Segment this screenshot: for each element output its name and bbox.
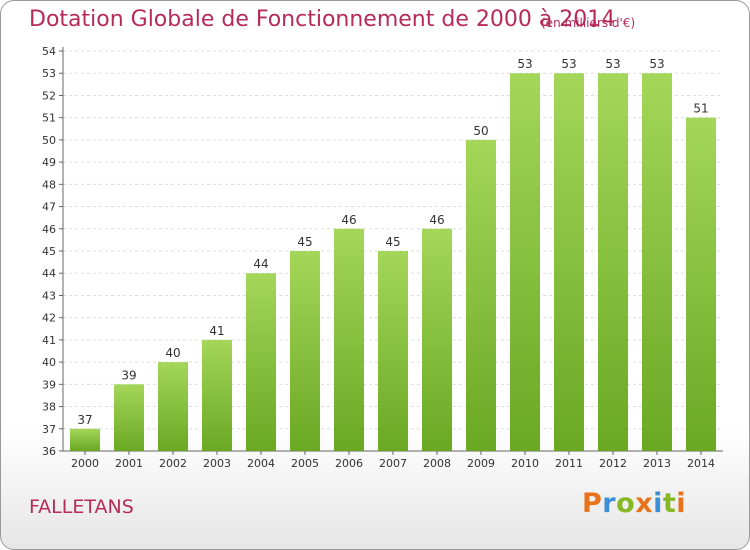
y-tick-label: 43: [42, 289, 56, 302]
bar-2005: [290, 251, 320, 451]
data-label-2012: 53: [605, 57, 620, 71]
logo-letter: x: [635, 488, 654, 519]
bar-2003: [202, 339, 232, 451]
data-label-2003: 41: [209, 324, 224, 338]
y-tick-label: 37: [42, 423, 56, 436]
y-tick-label: 38: [42, 401, 56, 414]
bar-2014: [686, 117, 716, 452]
data-label-2002: 40: [165, 346, 180, 360]
place-name: FALLETANS: [29, 496, 134, 518]
data-label-2008: 46: [429, 213, 444, 227]
y-tick-label: 45: [42, 245, 56, 258]
x-tick-label-2005: 2005: [291, 457, 319, 470]
data-label-2006: 46: [341, 213, 356, 227]
x-tick-label-2006: 2006: [335, 457, 363, 470]
y-tick-label: 48: [42, 178, 56, 191]
bar-2011: [554, 73, 584, 451]
chart-title: Dotation Globale de Fonctionnement de 20…: [29, 7, 616, 32]
data-label-2004: 44: [253, 257, 268, 271]
y-tick-label: 47: [42, 201, 56, 214]
data-label-2000: 37: [77, 413, 92, 427]
x-tick-label-2002: 2002: [159, 457, 187, 470]
y-tick-label: 42: [42, 312, 56, 325]
data-label-2005: 45: [297, 235, 312, 249]
bar-2007: [378, 251, 408, 451]
data-label-2010: 53: [517, 57, 532, 71]
y-tick-label: 52: [42, 89, 56, 102]
data-label-2014: 51: [693, 102, 708, 116]
logo-letter: i: [653, 488, 663, 519]
bar-2004: [246, 273, 276, 451]
x-tick-label-2003: 2003: [203, 457, 231, 470]
y-tick-label: 41: [42, 334, 56, 347]
chart-unit: (en milliers d'€): [541, 16, 636, 30]
x-tick-label-2010: 2010: [511, 457, 539, 470]
data-label-2009: 50: [473, 124, 488, 138]
x-tick-label-2012: 2012: [599, 457, 627, 470]
bar-2000: [70, 428, 100, 451]
y-tick-label: 50: [42, 134, 56, 147]
bar-2010: [510, 73, 540, 451]
y-tick-label: 49: [42, 156, 56, 169]
y-tick-label: 39: [42, 378, 56, 391]
bar-2001: [114, 384, 144, 451]
x-tick-label-2000: 2000: [71, 457, 99, 470]
y-tick-label: 46: [42, 223, 56, 236]
bar-2006: [334, 228, 364, 451]
x-tick-label-2008: 2008: [423, 457, 451, 470]
y-tick-label: 44: [42, 267, 56, 280]
y-tick-label: 40: [42, 356, 56, 369]
x-tick-label-2004: 2004: [247, 457, 275, 470]
logo-letter: r: [602, 488, 617, 519]
bar-2009: [466, 139, 496, 451]
bar-2012: [598, 73, 628, 451]
logo-letter: i: [676, 488, 687, 519]
data-label-2013: 53: [649, 57, 664, 71]
logo-letter: o: [616, 488, 636, 519]
data-label-2001: 39: [121, 368, 136, 382]
x-tick-label-2007: 2007: [379, 457, 407, 470]
bar-2013: [642, 73, 672, 451]
data-label-2007: 45: [385, 235, 400, 249]
proxiti-logo: Proxiti: [582, 488, 686, 519]
x-tick-label-2013: 2013: [643, 457, 671, 470]
bar-2002: [158, 362, 188, 451]
x-tick-label-2011: 2011: [555, 457, 583, 470]
bar-2008: [422, 228, 452, 451]
logo-letter: P: [582, 488, 603, 519]
y-tick-label: 51: [42, 112, 56, 125]
logo-letter: t: [662, 488, 677, 519]
y-tick-label: 53: [42, 67, 56, 80]
x-tick-label-2009: 2009: [467, 457, 495, 470]
y-tick-label: 36: [42, 445, 56, 458]
data-label-2011: 53: [561, 57, 576, 71]
x-tick-label-2001: 2001: [115, 457, 143, 470]
x-tick-label-2014: 2014: [687, 457, 715, 470]
y-tick-label: 54: [42, 45, 56, 58]
